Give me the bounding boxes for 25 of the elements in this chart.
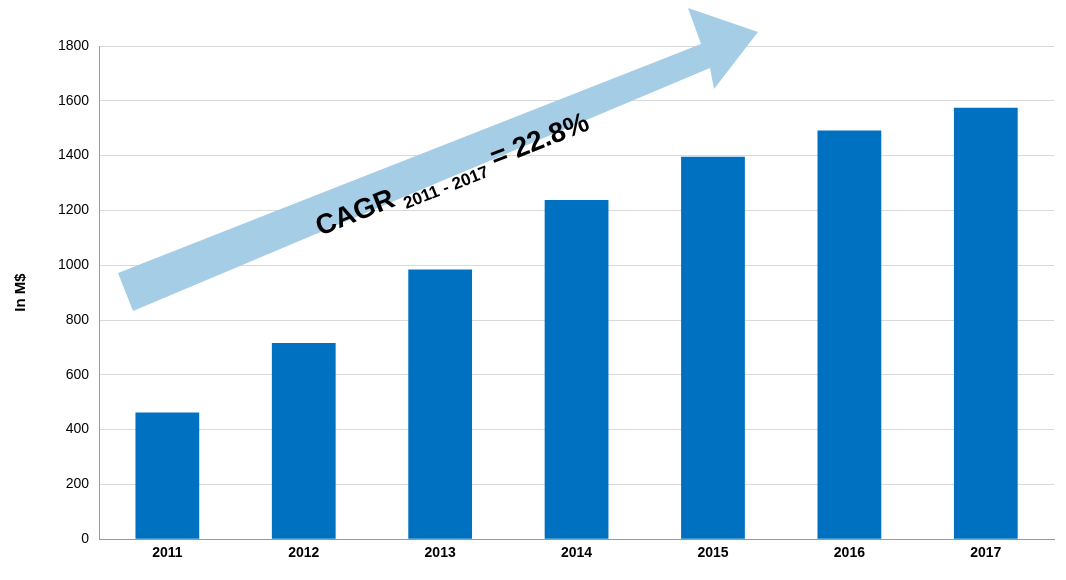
bar bbox=[817, 130, 882, 539]
y-tick-label: 800 bbox=[65, 310, 90, 327]
bar bbox=[135, 412, 200, 539]
bar bbox=[544, 199, 609, 539]
y-tick-label: 0 bbox=[81, 530, 90, 547]
y-tick-label: 1800 bbox=[57, 36, 90, 53]
bar bbox=[408, 269, 473, 539]
x-tick-label: 2013 bbox=[424, 544, 456, 561]
bar bbox=[271, 343, 336, 539]
y-tick-label: 400 bbox=[65, 420, 90, 437]
x-tick-label: 2016 bbox=[833, 544, 866, 561]
y-tick-label: 1200 bbox=[57, 201, 90, 218]
bar bbox=[681, 156, 745, 539]
y-tick-label: 1600 bbox=[57, 91, 90, 108]
x-tick-label: 2012 bbox=[288, 544, 320, 561]
x-tick-label: 2017 bbox=[970, 544, 1002, 561]
y-tick-label: 1000 bbox=[57, 256, 90, 273]
bar bbox=[953, 107, 1018, 539]
y-tick-label: 600 bbox=[65, 365, 90, 382]
x-tick-label: 2014 bbox=[560, 544, 593, 561]
y-axis-title: In M$ bbox=[11, 272, 29, 312]
y-tick-label: 200 bbox=[65, 475, 90, 492]
y-tick-label: 1400 bbox=[57, 146, 90, 163]
x-tick-label: 2015 bbox=[697, 544, 729, 561]
x-tick-label: 2011 bbox=[152, 544, 183, 561]
